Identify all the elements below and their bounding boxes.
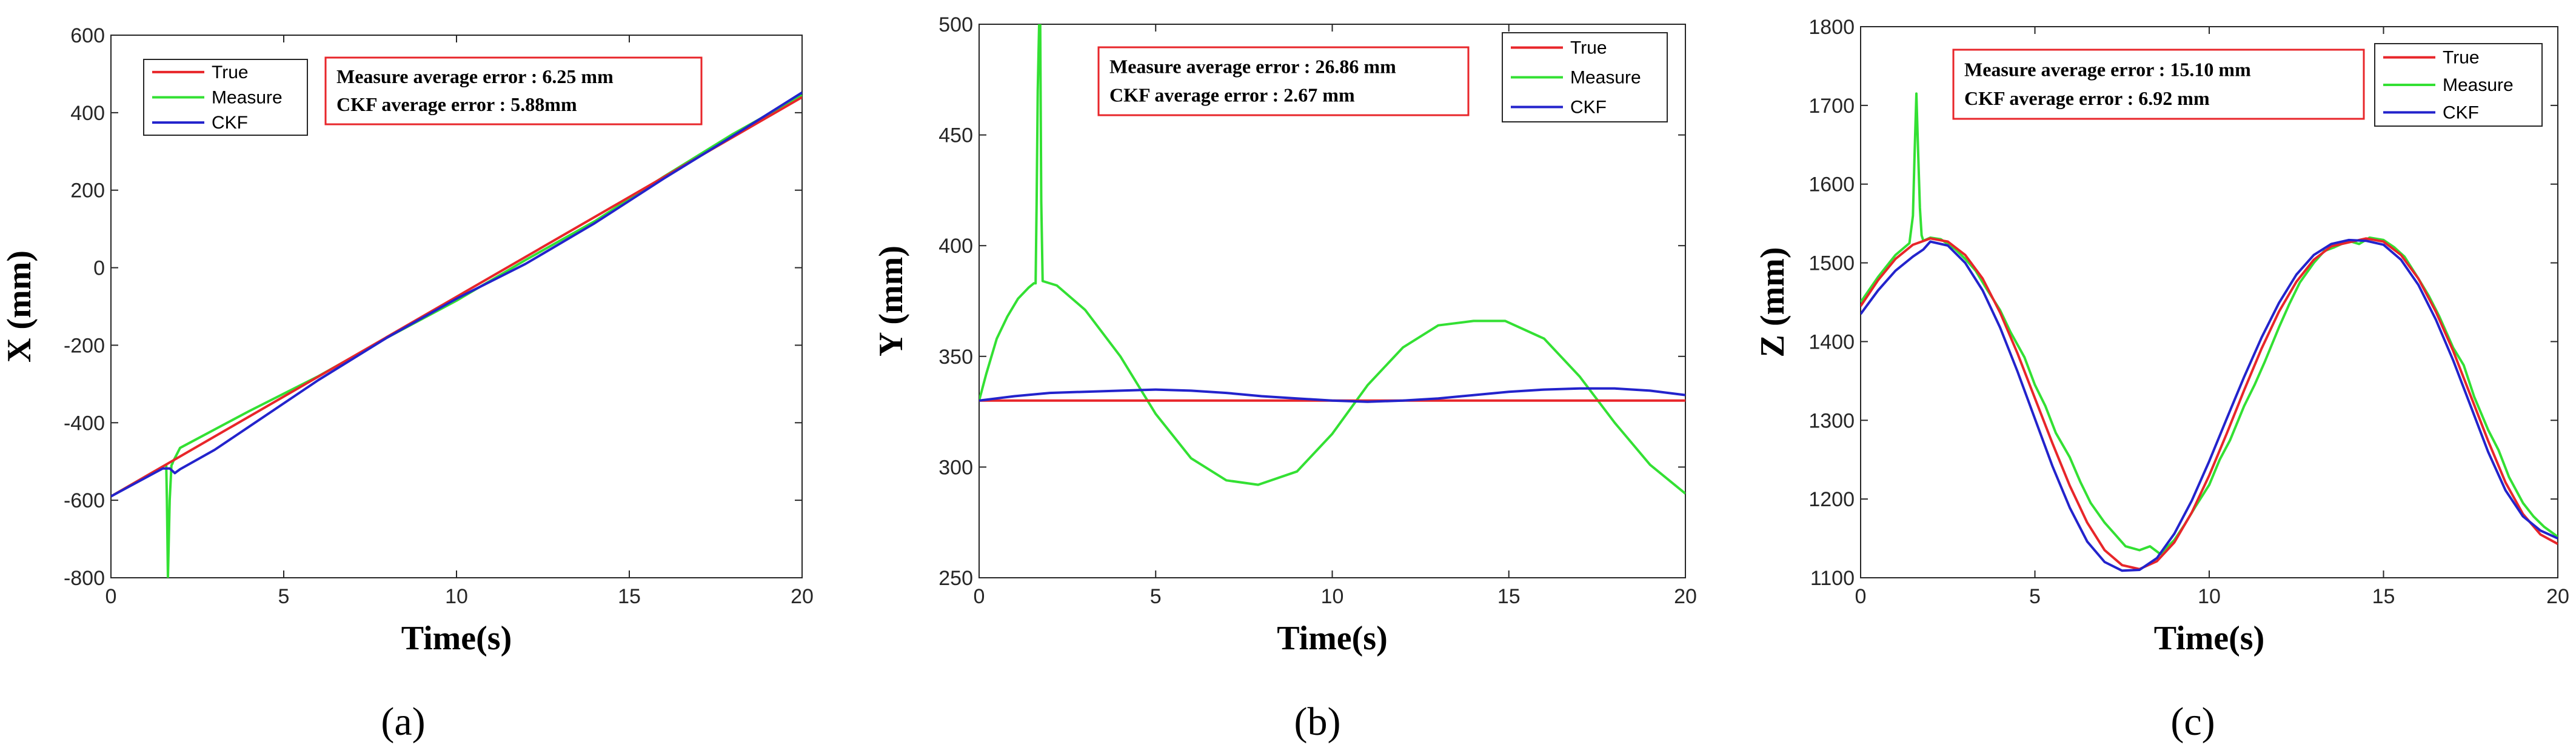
y-tick-label: 500 [938,13,973,36]
x-tick-label: 5 [1150,585,1162,608]
chart-panel-c: 0 5 10 15 20 1800 1700 1600 1500 1400 1300 1200 1100… [1754,16,2569,744]
x-tick-label: 0 [974,585,985,608]
y-tick-label: 450 [938,124,973,147]
legend-label-ckf: CKF [1570,98,1607,118]
y-tick-label: 1500 [1808,252,1855,275]
x-tick-label: 15 [2372,585,2395,608]
x-tick-label: 0 [1855,585,1867,608]
y-tick-label: 1800 [1808,16,1855,39]
series-line-ckf [979,387,1685,403]
y-tick-label: 400 [70,102,105,125]
error-annotation-frame [324,56,703,125]
x-tick-label: 15 [1497,585,1521,608]
x-tick-label: 5 [2029,585,2041,608]
x-tick-label: 0 [105,585,117,608]
panel-sublabel: (c) [2170,700,2215,744]
legend: True Measure CKF [143,59,308,136]
x-axis-label: Time(s) [2154,620,2265,657]
y-tick-label: 1600 [1808,173,1855,196]
legend-label-measure: Measure [2443,75,2514,95]
y-tick-label: 250 [938,567,973,590]
x-axis-label: Time(s) [401,620,512,657]
x-tick-label: 20 [1674,585,1697,608]
y-tick-label: -400 [64,412,105,435]
y-tick-label: -800 [64,567,105,590]
legend-label-ckf: CKF [2443,102,2479,122]
x-tick-label: 15 [618,585,641,608]
y-tick-label: -200 [64,334,105,357]
y-tick-label: 0 [93,257,105,280]
y-axis-label: X (mm) [1,250,38,363]
series-line-true [1861,237,2558,570]
x-tick-label: 5 [278,585,290,608]
y-tick-label: 1200 [1808,488,1855,511]
y-axis-label: Y (mm) [872,246,910,356]
measure-error-text: Measure average error : 15.10 mm [1964,58,2251,80]
y-tick-label: 400 [938,235,973,258]
error-annotation-frame [1952,49,2365,120]
measure-error-text: Measure average error : 6.25 mm [336,65,614,87]
measure-error-text: Measure average error : 26.86 mm [1109,56,1396,78]
x-tick-label: 20 [791,585,814,608]
y-tick-label: 350 [938,346,973,369]
series-line-measure [111,94,802,578]
ckf-error-text: CKF average error : 6.92 mm [1964,87,2210,109]
x-tick-label: 20 [2546,585,2569,608]
legend-label-true: True [212,62,249,82]
y-tick-label: 200 [70,179,105,202]
x-tick-label: 10 [445,585,468,608]
y-tick-label: 1100 [1810,567,1855,590]
legend-label-measure: Measure [1570,68,1641,88]
y-tick-label: 300 [938,456,973,479]
chart-panel-a: 0 5 10 15 20 600 400 200 0 -200 -400 -600 -800 Time(s… [1,24,814,744]
legend: True Measure CKF [1502,32,1668,122]
legend-label-measure: Measure [212,88,283,108]
y-tick-label: 1400 [1808,330,1855,353]
series-line-measure [979,24,1685,495]
y-tick-label: 1300 [1808,409,1855,432]
x-tick-label: 10 [1321,585,1344,608]
series-line-ckf [111,91,802,498]
series-line-ckf [1861,238,2558,572]
error-annotation-frame [1097,46,1470,116]
chart-panel-b: 0 5 10 15 20 500 450 400 350 300 250 Time(s) Y (mm) (… [872,13,1697,744]
legend-label-true: True [2443,48,2480,68]
ckf-error-text: CKF average error : 2.67 mm [1109,84,1355,106]
error-annotation: Measure average error : 15.10 mm CKF aver… [1952,49,2365,120]
legend-label-true: True [1570,38,1607,58]
error-annotation: Measure average error : 26.86 mm CKF aver… [1097,46,1470,116]
panel-sublabel: (b) [1294,700,1341,744]
x-tick-label: 10 [2198,585,2221,608]
y-tick-label: 600 [70,24,105,47]
error-annotation: Measure average error : 6.25 mm CKF avera… [324,56,703,125]
legend-label-ckf: CKF [212,113,248,133]
x-axis-label: Time(s) [1277,620,1388,657]
y-tick-label: -600 [64,489,105,512]
y-tick-label: 1700 [1808,95,1855,118]
panel-sublabel: (a) [381,700,425,744]
y-axis-label: Z (mm) [1754,247,1791,358]
ckf-error-text: CKF average error : 5.88mm [336,93,577,115]
legend: True Measure CKF [2374,43,2543,127]
